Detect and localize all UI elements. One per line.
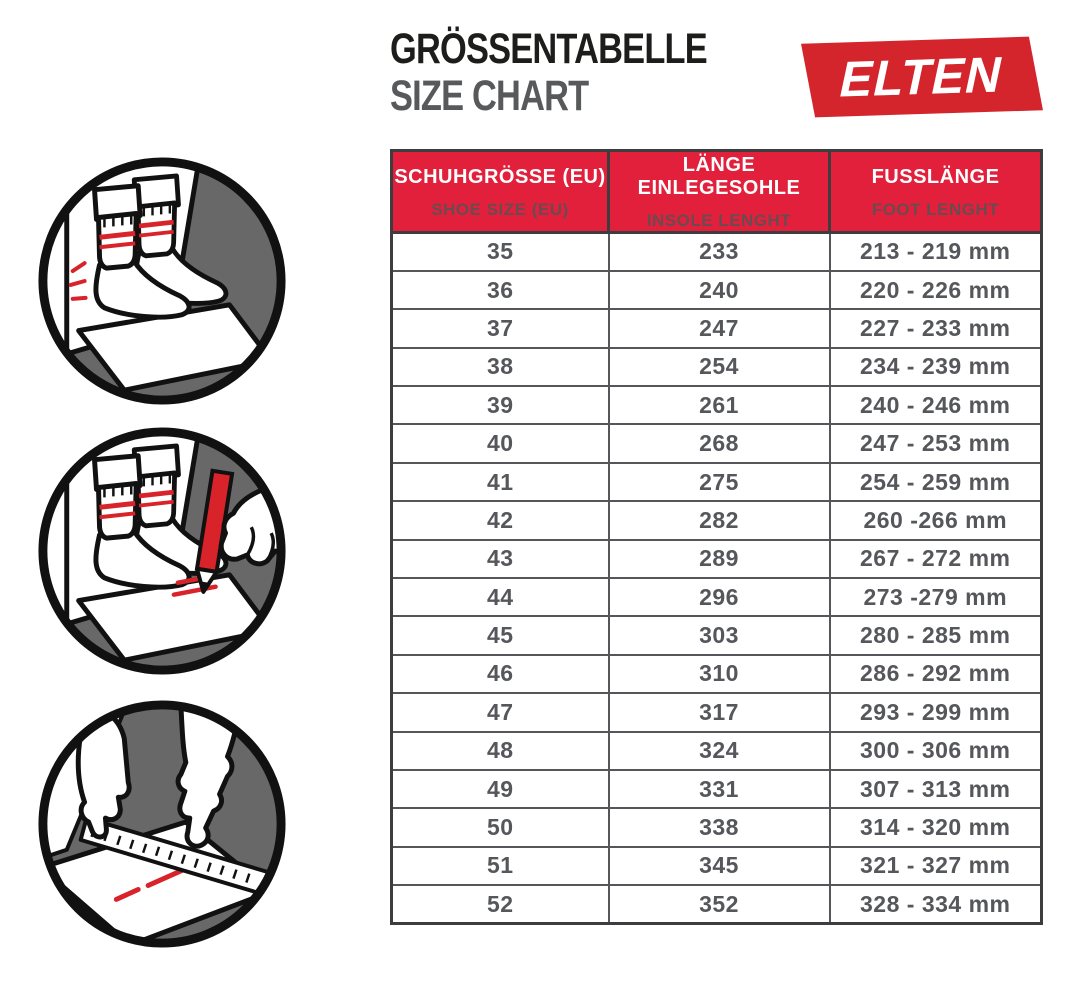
cell-foot-length: 280 - 285 mm — [828, 615, 1043, 656]
size-table-body: 35 233 213 - 219 mm 36 240 220 - 226 mm 37 247 2… — [390, 231, 1043, 925]
table-row: 52 352 328 - 334 mm — [390, 884, 1043, 925]
page-title: GRÖSSENTABELLE SIZE CHART — [390, 25, 708, 121]
cell-insole-length: 338 — [607, 807, 831, 848]
cell-insole-length: 233 — [607, 231, 831, 272]
cell-foot-length: 234 - 239 mm — [828, 346, 1043, 388]
cell-insole-length: 275 — [607, 461, 831, 503]
cell-foot-length: 293 - 299 mm — [828, 692, 1043, 733]
cell-insole-length: 282 — [607, 500, 831, 541]
size-chart-table: SCHUHGRÖSSE (EU) SHOE SIZE (EU) LÄNGE EI… — [390, 149, 1043, 926]
cell-foot-length: 307 - 313 mm — [828, 768, 1043, 810]
mark-toe-with-pencil-icon — [33, 422, 291, 680]
cell-shoe-size: 43 — [390, 538, 610, 580]
table-row: 46 310 286 - 292 mm — [390, 653, 1043, 695]
cell-insole-length: 289 — [607, 538, 831, 580]
cell-insole-length: 254 — [607, 346, 831, 388]
cell-foot-length: 300 - 306 mm — [828, 730, 1043, 771]
page-title-en: SIZE CHART — [390, 72, 589, 121]
cell-shoe-size: 47 — [390, 692, 610, 733]
column-header-insole-length-en: INSOLE LENGHT — [646, 211, 792, 230]
cell-foot-length: 273 -279 mm — [828, 577, 1043, 618]
cell-shoe-size: 37 — [390, 308, 610, 349]
cell-insole-length: 324 — [607, 730, 831, 771]
column-header-shoe-size-de: SCHUHGRÖSSE (EU) — [394, 165, 606, 188]
cell-insole-length: 352 — [607, 884, 831, 925]
elten-logo: ELTEN — [801, 36, 1043, 118]
column-header-shoe-size-en: SHOE SIZE (EU) — [431, 199, 569, 219]
column-header-foot-length-de: FUSSLÄNGE — [871, 165, 1000, 188]
cell-shoe-size: 36 — [390, 269, 610, 311]
cell-foot-length: 213 - 219 mm — [828, 231, 1043, 272]
column-header-insole-length: LÄNGE EINLEGESOHLE INSOLE LENGHT — [607, 149, 831, 234]
table-row: 36 240 220 - 226 mm — [390, 269, 1043, 311]
elten-logo-text: ELTEN — [835, 46, 1009, 108]
cell-foot-length: 260 -266 mm — [828, 500, 1043, 541]
table-row: 48 324 300 - 306 mm — [390, 730, 1043, 771]
table-row: 45 303 280 - 285 mm — [390, 615, 1043, 656]
table-row: 41 275 254 - 259 mm — [390, 461, 1043, 503]
table-row: 51 345 321 - 327 mm — [390, 845, 1043, 887]
cell-shoe-size: 38 — [390, 346, 610, 388]
cell-foot-length: 321 - 327 mm — [828, 845, 1043, 887]
cell-foot-length: 328 - 334 mm — [828, 884, 1043, 925]
cell-foot-length: 247 - 253 mm — [828, 423, 1043, 464]
table-row: 47 317 293 - 299 mm — [390, 692, 1043, 733]
cell-shoe-size: 51 — [390, 845, 610, 887]
cell-insole-length: 247 — [607, 308, 831, 349]
column-header-insole-length-de: LÄNGE EINLEGESOHLE — [637, 154, 801, 199]
cell-shoe-size: 50 — [390, 807, 610, 848]
column-header-foot-length-en: FOOT LENGHT — [871, 199, 1000, 219]
cell-shoe-size: 52 — [390, 884, 610, 925]
cell-shoe-size: 44 — [390, 577, 610, 618]
cell-foot-length: 240 - 246 mm — [828, 385, 1043, 426]
cell-insole-length: 310 — [607, 653, 831, 695]
cell-foot-length: 254 - 259 mm — [828, 461, 1043, 503]
table-row: 37 247 227 - 233 mm — [390, 308, 1043, 349]
cell-shoe-size: 35 — [390, 231, 610, 272]
table-row: 38 254 234 - 239 mm — [390, 346, 1043, 388]
cell-insole-length: 240 — [607, 269, 831, 311]
page-title-de: GRÖSSENTABELLE — [390, 25, 708, 73]
cell-shoe-size: 39 — [390, 385, 610, 426]
cell-shoe-size: 41 — [390, 461, 610, 503]
cell-foot-length: 267 - 272 mm — [828, 538, 1043, 580]
table-row: 44 296 273 -279 mm — [390, 577, 1043, 618]
cell-foot-length: 220 - 226 mm — [828, 269, 1043, 311]
table-row: 42 282 260 -266 mm — [390, 500, 1043, 541]
cell-insole-length: 296 — [607, 577, 831, 618]
cell-insole-length: 261 — [607, 385, 831, 426]
cell-insole-length: 317 — [607, 692, 831, 733]
table-row: 50 338 314 - 320 mm — [390, 807, 1043, 848]
cell-shoe-size: 45 — [390, 615, 610, 656]
cell-foot-length: 227 - 233 mm — [828, 308, 1043, 349]
cell-insole-length: 345 — [607, 845, 831, 887]
cell-insole-length: 331 — [607, 768, 831, 810]
table-header-row: SCHUHGRÖSSE (EU) SHOE SIZE (EU) LÄNGE EI… — [390, 149, 1043, 234]
cell-foot-length: 286 - 292 mm — [828, 653, 1043, 695]
cell-insole-length: 268 — [607, 423, 831, 464]
cell-shoe-size: 40 — [390, 423, 610, 464]
cell-shoe-size: 42 — [390, 500, 610, 541]
cell-shoe-size: 46 — [390, 653, 610, 695]
table-row: 49 331 307 - 313 mm — [390, 768, 1043, 810]
cell-foot-length: 314 - 320 mm — [828, 807, 1043, 848]
table-row: 43 289 267 - 272 mm — [390, 538, 1043, 580]
table-row: 39 261 240 - 246 mm — [390, 385, 1043, 426]
column-header-shoe-size: SCHUHGRÖSSE (EU) SHOE SIZE (EU) — [390, 149, 610, 234]
stand-heel-against-wall-icon — [33, 152, 291, 410]
measure-with-ruler-icon — [33, 695, 291, 953]
cell-shoe-size: 49 — [390, 768, 610, 810]
column-header-foot-length: FUSSLÄNGE FOOT LENGHT — [828, 149, 1043, 234]
cell-shoe-size: 48 — [390, 730, 610, 771]
table-row: 40 268 247 - 253 mm — [390, 423, 1043, 464]
table-row: 35 233 213 - 219 mm — [390, 231, 1043, 272]
cell-insole-length: 303 — [607, 615, 831, 656]
